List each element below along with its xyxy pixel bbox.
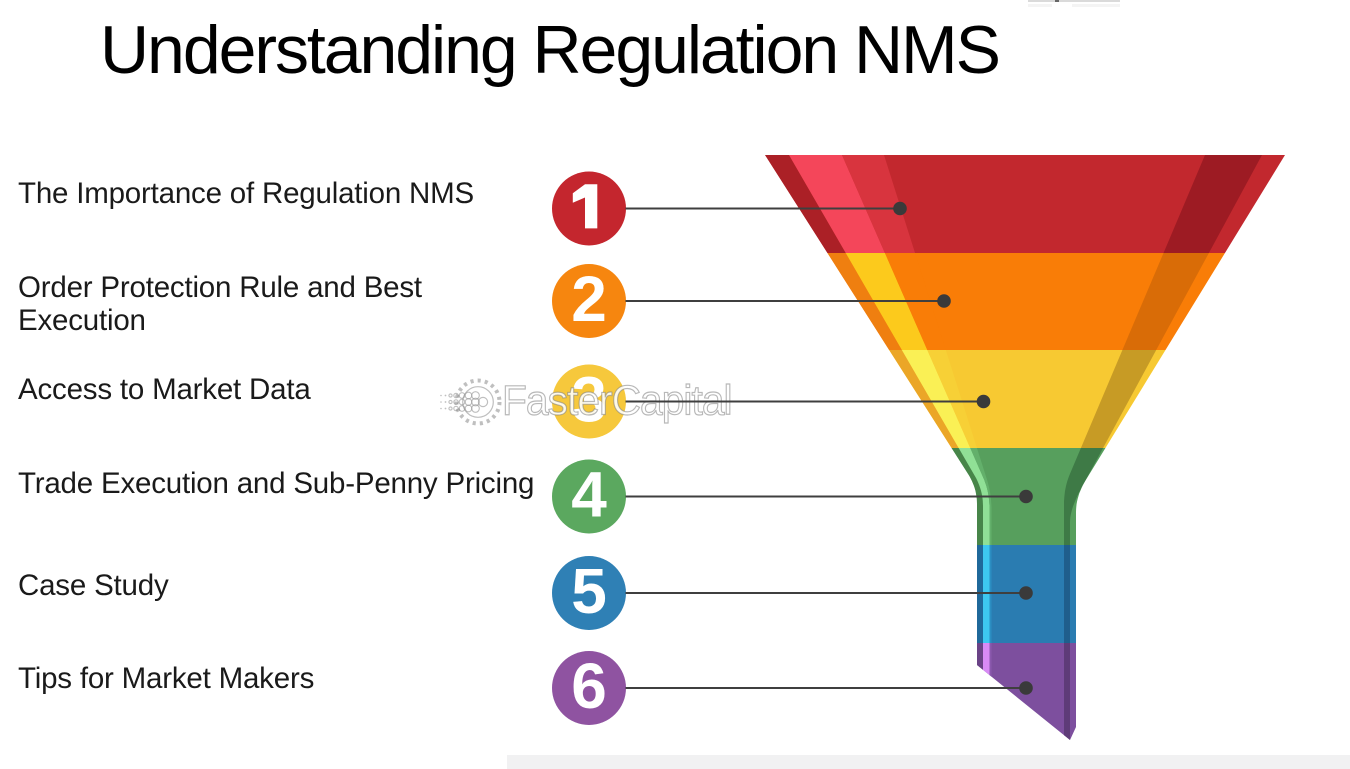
svg-text:6: 6 [571, 650, 607, 722]
svg-text:5: 5 [571, 555, 607, 627]
svg-text:3: 3 [571, 363, 607, 435]
svg-text:2: 2 [571, 263, 607, 335]
svg-text:FasterCapital: FasterCapital [502, 377, 732, 424]
svg-text:4: 4 [571, 458, 607, 530]
